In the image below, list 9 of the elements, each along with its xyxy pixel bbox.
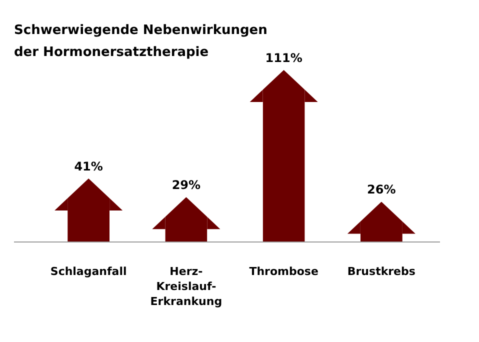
x-tick-label: Thrombose — [249, 265, 318, 278]
chart-title: Schwerwiegende Nebenwirkungen der Hormonersatztherapie — [14, 23, 268, 60]
x-tick-label: Schlaganfall — [50, 265, 127, 278]
x-tick-label: Brustkrebs — [347, 265, 416, 278]
data-label: 111% — [265, 51, 302, 65]
data-label: 41% — [74, 159, 103, 174]
data-label: 29% — [172, 178, 201, 192]
x-tick-label: Herz-Kreislauf-Erkrankung — [150, 265, 222, 308]
data-label: 26% — [367, 182, 396, 197]
